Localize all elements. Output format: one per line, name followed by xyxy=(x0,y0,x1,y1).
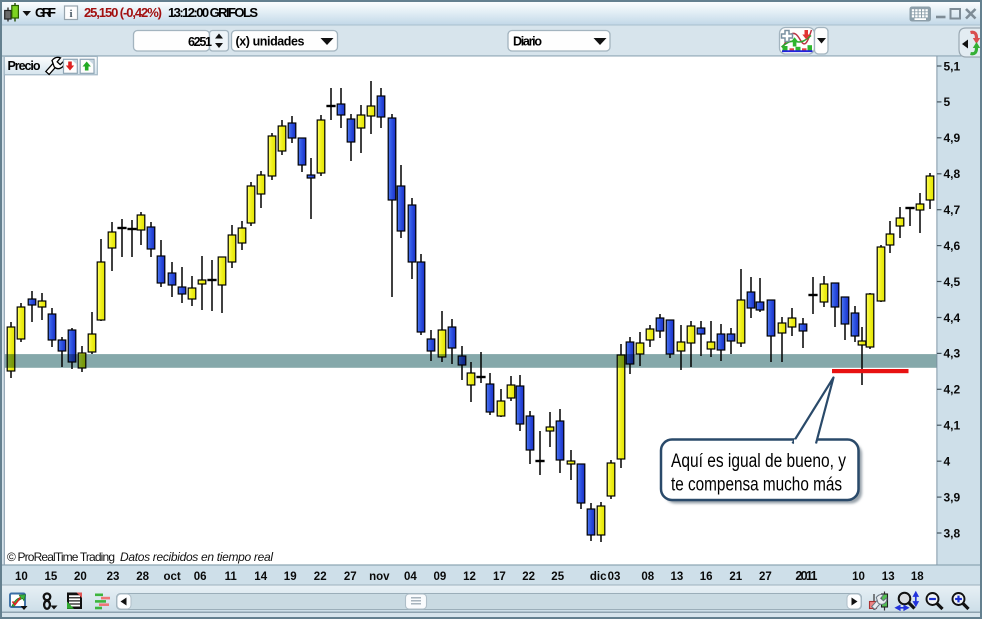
svg-text:06: 06 xyxy=(194,571,207,583)
svg-text:5,1: 5,1 xyxy=(944,59,961,73)
svg-text:27: 27 xyxy=(344,571,357,583)
svg-text:28: 28 xyxy=(136,571,149,583)
svg-text:10: 10 xyxy=(852,571,865,583)
svg-text:03: 03 xyxy=(608,571,621,583)
svg-text:22: 22 xyxy=(314,571,327,583)
svg-text:4,3: 4,3 xyxy=(944,347,961,361)
svg-text:dic: dic xyxy=(590,571,607,583)
svg-text:6251: 6251 xyxy=(188,35,212,49)
svg-text:08: 08 xyxy=(641,571,654,583)
svg-text:4,6: 4,6 xyxy=(944,239,961,253)
svg-text:17: 17 xyxy=(493,571,506,583)
svg-text:oct: oct xyxy=(163,571,180,583)
svg-text:i: i xyxy=(69,8,72,20)
svg-text:4,7: 4,7 xyxy=(944,203,961,217)
svg-text:13: 13 xyxy=(671,571,684,583)
svg-text:09: 09 xyxy=(434,571,447,583)
svg-text:14: 14 xyxy=(254,571,267,583)
svg-text:Precio: Precio xyxy=(8,59,41,73)
svg-text:13:12:00 GRIFOLS: 13:12:00 GRIFOLS xyxy=(168,5,258,20)
svg-text:Diario: Diario xyxy=(513,35,542,49)
svg-text:04: 04 xyxy=(404,571,417,583)
svg-text:25: 25 xyxy=(551,571,564,583)
svg-text:3,8: 3,8 xyxy=(944,526,961,540)
svg-text:(x) unidades: (x) unidades xyxy=(236,35,305,49)
svg-text:4,2: 4,2 xyxy=(944,383,961,397)
svg-text:15: 15 xyxy=(45,571,58,583)
svg-text:GRF: GRF xyxy=(35,5,56,20)
svg-text:22: 22 xyxy=(522,571,535,583)
svg-text:Aquí es igual de bueno, y: Aquí es igual de bueno, y xyxy=(671,451,846,472)
svg-text:11: 11 xyxy=(225,571,238,583)
svg-text:13: 13 xyxy=(882,571,895,583)
svg-text:25,150 (-0,42%): 25,150 (-0,42%) xyxy=(84,5,162,20)
svg-text:16: 16 xyxy=(700,571,713,583)
svg-text:3,9: 3,9 xyxy=(944,490,961,504)
svg-text:27: 27 xyxy=(759,571,772,583)
svg-text:5: 5 xyxy=(944,95,951,109)
svg-text:4,5: 4,5 xyxy=(944,275,961,289)
svg-text:10: 10 xyxy=(15,571,28,583)
svg-text:21: 21 xyxy=(729,571,742,583)
svg-text:23: 23 xyxy=(107,571,120,583)
svg-text:nov: nov xyxy=(369,571,390,583)
svg-text:4,1: 4,1 xyxy=(944,419,961,433)
svg-text:© ProRealTime Trading: © ProRealTime Trading xyxy=(7,550,115,564)
svg-text:20: 20 xyxy=(74,571,87,583)
svg-text:19: 19 xyxy=(284,571,297,583)
svg-text:18: 18 xyxy=(911,571,924,583)
svg-text:4,4: 4,4 xyxy=(944,311,961,325)
svg-text:2011: 2011 xyxy=(795,569,817,583)
svg-text:Datos recibidos en tiempo real: Datos recibidos en tiempo real xyxy=(120,550,273,564)
svg-text:12: 12 xyxy=(463,571,476,583)
svg-text:te compensa mucho más: te compensa mucho más xyxy=(671,475,842,496)
svg-text:4,8: 4,8 xyxy=(944,167,961,181)
svg-text:4,9: 4,9 xyxy=(944,131,961,145)
svg-text:4: 4 xyxy=(944,455,951,469)
